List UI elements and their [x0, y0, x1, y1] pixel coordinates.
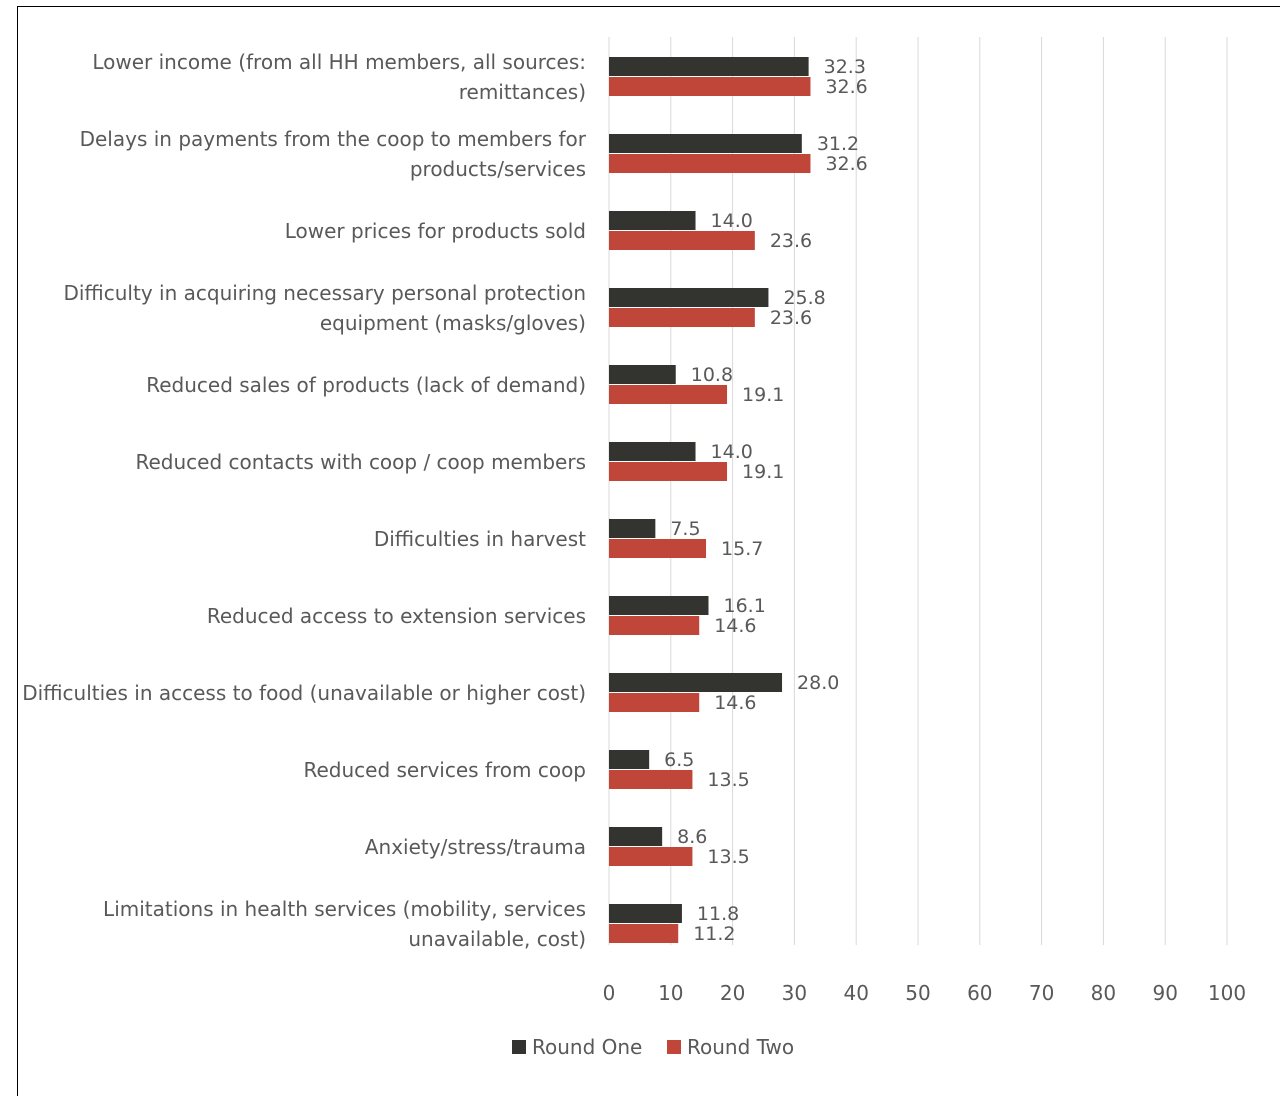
bar-round-two [609, 847, 693, 866]
x-tick-label: 30 [782, 981, 807, 1005]
bar-round-two [609, 77, 811, 96]
data-label: 11.8 [697, 903, 739, 925]
category-label: Lower income (from all HH members, all s… [92, 50, 586, 104]
x-tick-label: 10 [658, 981, 683, 1005]
data-label: 32.6 [825, 76, 867, 98]
bar-round-one [609, 750, 650, 769]
category-label: Reduced services from coop [303, 758, 586, 782]
data-label: 16.1 [723, 595, 765, 617]
bar-chart: Lower income (from all HH members, all s… [22, 37, 1246, 1059]
category-label: Lower prices for products sold [285, 219, 586, 243]
bar-round-one [609, 365, 676, 384]
x-tick-label: 90 [1152, 981, 1177, 1005]
x-tick-label: 40 [843, 981, 868, 1005]
bar-round-two [609, 154, 811, 173]
legend-item-round-two[interactable]: Round Two [667, 1035, 794, 1059]
x-tick-label: 60 [967, 981, 992, 1005]
category-label: Difficulty in acquiring necessary person… [63, 281, 586, 335]
data-label: 15.7 [721, 538, 763, 560]
bar-round-one [609, 442, 696, 461]
bar-round-two [609, 385, 728, 404]
bar-round-two [609, 924, 679, 943]
data-label: 19.1 [742, 384, 784, 406]
bar-round-two [609, 693, 700, 712]
legend[interactable]: Round One Round Two [512, 1035, 794, 1059]
bar-round-two [609, 770, 693, 789]
bars [609, 57, 811, 943]
category-labels: Lower income (from all HH members, all s… [22, 50, 587, 951]
data-label: 13.5 [707, 846, 749, 868]
gridlines [608, 37, 1228, 945]
legend-item-round-one[interactable]: Round One [512, 1035, 642, 1059]
x-tick-label: 50 [905, 981, 930, 1005]
category-label: Difficulties in harvest [374, 527, 586, 551]
data-label: 6.5 [664, 749, 694, 771]
data-label: 23.6 [770, 307, 812, 329]
bar-round-two [609, 539, 707, 558]
data-label: 28.0 [797, 672, 839, 694]
category-label: Difficulties in access to food (unavaila… [22, 681, 586, 705]
bar-round-one [609, 134, 802, 153]
data-label: 10.8 [691, 364, 733, 386]
data-label: 14.0 [711, 441, 753, 463]
category-label: Reduced contacts with coop / coop member… [136, 450, 587, 474]
x-tick-label: 100 [1208, 981, 1246, 1005]
data-label: 7.5 [670, 518, 700, 540]
x-tick-label: 20 [720, 981, 745, 1005]
bar-round-one [609, 519, 656, 538]
bar-round-two [609, 616, 700, 635]
bar-round-one [609, 211, 696, 230]
bar-round-two [609, 231, 755, 250]
data-label: 23.6 [770, 230, 812, 252]
bar-round-one [609, 827, 663, 846]
bar-round-two [609, 308, 755, 327]
x-tick-label: 0 [603, 981, 616, 1005]
x-tick-label: 70 [1029, 981, 1054, 1005]
chart-frame: Lower income (from all HH members, all s… [17, 6, 1280, 1096]
data-label: 14.0 [711, 210, 753, 232]
data-label: 13.5 [707, 769, 749, 791]
category-label: Reduced access to extension services [207, 604, 586, 628]
data-label: 31.2 [817, 133, 859, 155]
data-label: 14.6 [714, 615, 756, 637]
category-label: Limitations in health services (mobility… [103, 897, 586, 951]
bar-round-two [609, 462, 728, 481]
legend-label: Round Two [687, 1035, 794, 1059]
x-axis-ticks: 0 10 20 30 40 50 60 70 80 90 100 [603, 981, 1246, 1005]
legend-swatch [512, 1040, 526, 1054]
data-labels: 32.3 31.2 14.0 25.8 10.8 14.0 7.5 16.1 28.0 6.5 8.… [664, 56, 868, 945]
bar-round-one [609, 596, 709, 615]
bar-round-one [609, 904, 682, 923]
data-label: 14.6 [714, 692, 756, 714]
data-label: 25.8 [783, 287, 825, 309]
data-label: 19.1 [742, 461, 784, 483]
data-label: 11.2 [693, 923, 735, 945]
category-label: Anxiety/stress/trauma [365, 835, 586, 859]
legend-label: Round One [532, 1035, 642, 1059]
data-label: 32.3 [824, 56, 866, 78]
category-label: Reduced sales of products (lack of deman… [146, 373, 586, 397]
legend-swatch [667, 1040, 681, 1054]
bar-round-one [609, 673, 783, 692]
x-tick-label: 80 [1091, 981, 1116, 1005]
bar-round-one [609, 288, 769, 307]
data-label: 32.6 [825, 153, 867, 175]
category-label: Delays in payments from the coop to memb… [80, 127, 587, 181]
bar-round-one [609, 57, 809, 76]
data-label: 8.6 [677, 826, 707, 848]
